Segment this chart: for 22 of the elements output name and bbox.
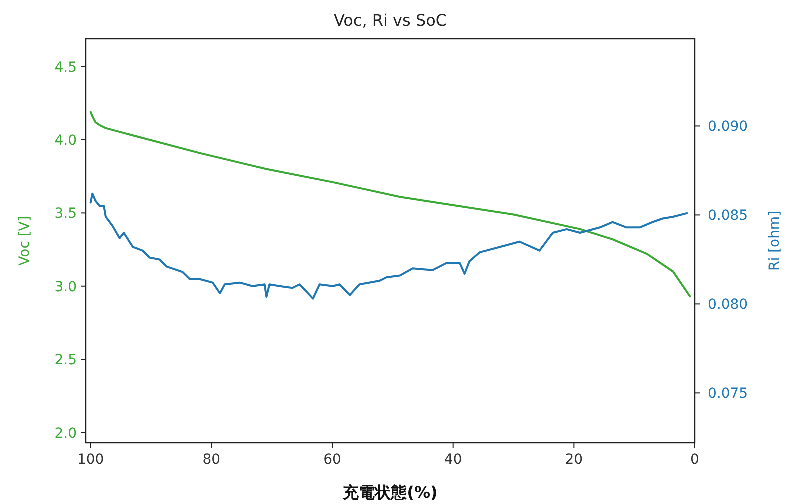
y-tick-label: 4.5 bbox=[54, 60, 77, 76]
x-tick-label: 40 bbox=[444, 452, 462, 468]
y-tick-label: 2.5 bbox=[54, 352, 77, 369]
x-tick-label: 100 bbox=[77, 452, 104, 468]
line-series bbox=[90, 192, 688, 300]
x-tick-label: 20 bbox=[565, 452, 584, 468]
y2-axis-title: Ri [ohm] bbox=[767, 210, 783, 272]
y2-tick-label: 0.075 bbox=[708, 386, 748, 402]
line-series bbox=[90, 111, 692, 298]
y2-tick-label: 0.090 bbox=[708, 119, 748, 136]
y-tick-label: 3.5 bbox=[54, 206, 77, 222]
chart-title: Voc, Ri vs SoC bbox=[334, 11, 448, 30]
x-axis-title: 充電状態(%) bbox=[342, 483, 438, 502]
y2-tick-label: 0.080 bbox=[708, 297, 748, 314]
y-tick-label: 3.0 bbox=[54, 279, 77, 296]
y-axis-title: Voc [V] bbox=[17, 216, 33, 266]
y-tick-label: 2.0 bbox=[54, 426, 77, 442]
x-tick-label: 80 bbox=[202, 452, 221, 468]
y-tick-label: 4.0 bbox=[54, 133, 77, 149]
y2-tick-label: 0.085 bbox=[708, 208, 748, 224]
x-tick-label: 60 bbox=[324, 452, 342, 468]
x-tick-label: 0 bbox=[690, 452, 700, 468]
